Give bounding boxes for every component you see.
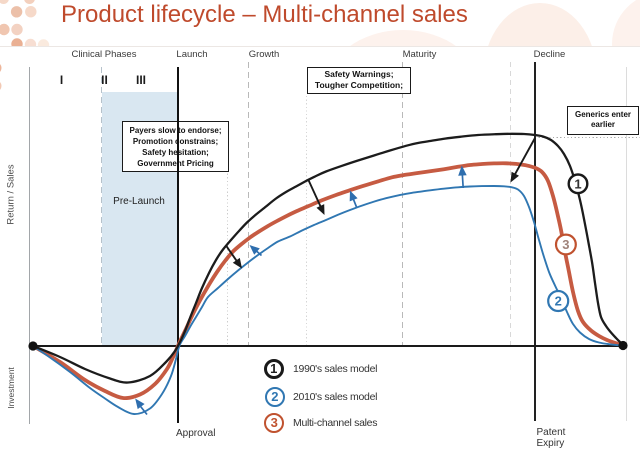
svg-text:1: 1 [574,176,581,191]
svg-text:3: 3 [562,237,569,252]
svg-text:2: 2 [555,294,562,309]
